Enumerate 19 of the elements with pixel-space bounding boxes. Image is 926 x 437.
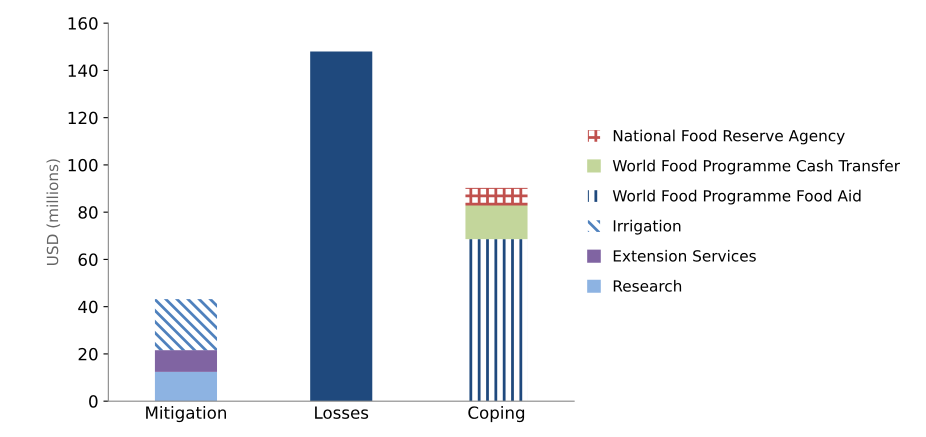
legend-label: World Food Programme Food Aid <box>612 190 861 205</box>
y-tick-label: 140 <box>68 64 98 77</box>
x-tick-label: Coping <box>468 406 524 422</box>
legend-label: World Food Programme Cash Transfer <box>612 160 900 174</box>
legend-label: Extension Services <box>614 250 756 262</box>
y-tick-label: 160 <box>68 17 98 30</box>
x-tick-label: Mitigation <box>146 406 226 422</box>
y-tick-label: 20 <box>78 348 98 360</box>
legend-label: Irrigation <box>614 220 680 235</box>
y-tick-label: 0 <box>89 395 98 408</box>
y-tick-label: 100 <box>68 158 98 172</box>
legend-label: National Food Reserve Agency <box>614 130 845 144</box>
x-tick-label: Losses <box>315 406 368 419</box>
y-tick-label: 60 <box>78 253 98 266</box>
y-tick-label: 40 <box>78 300 98 314</box>
y-tick-label: 80 <box>78 206 98 219</box>
y-axis-title: USD (millions) <box>46 159 60 265</box>
legend-label: Research <box>614 280 682 292</box>
y-tick-label: 120 <box>68 112 98 124</box>
